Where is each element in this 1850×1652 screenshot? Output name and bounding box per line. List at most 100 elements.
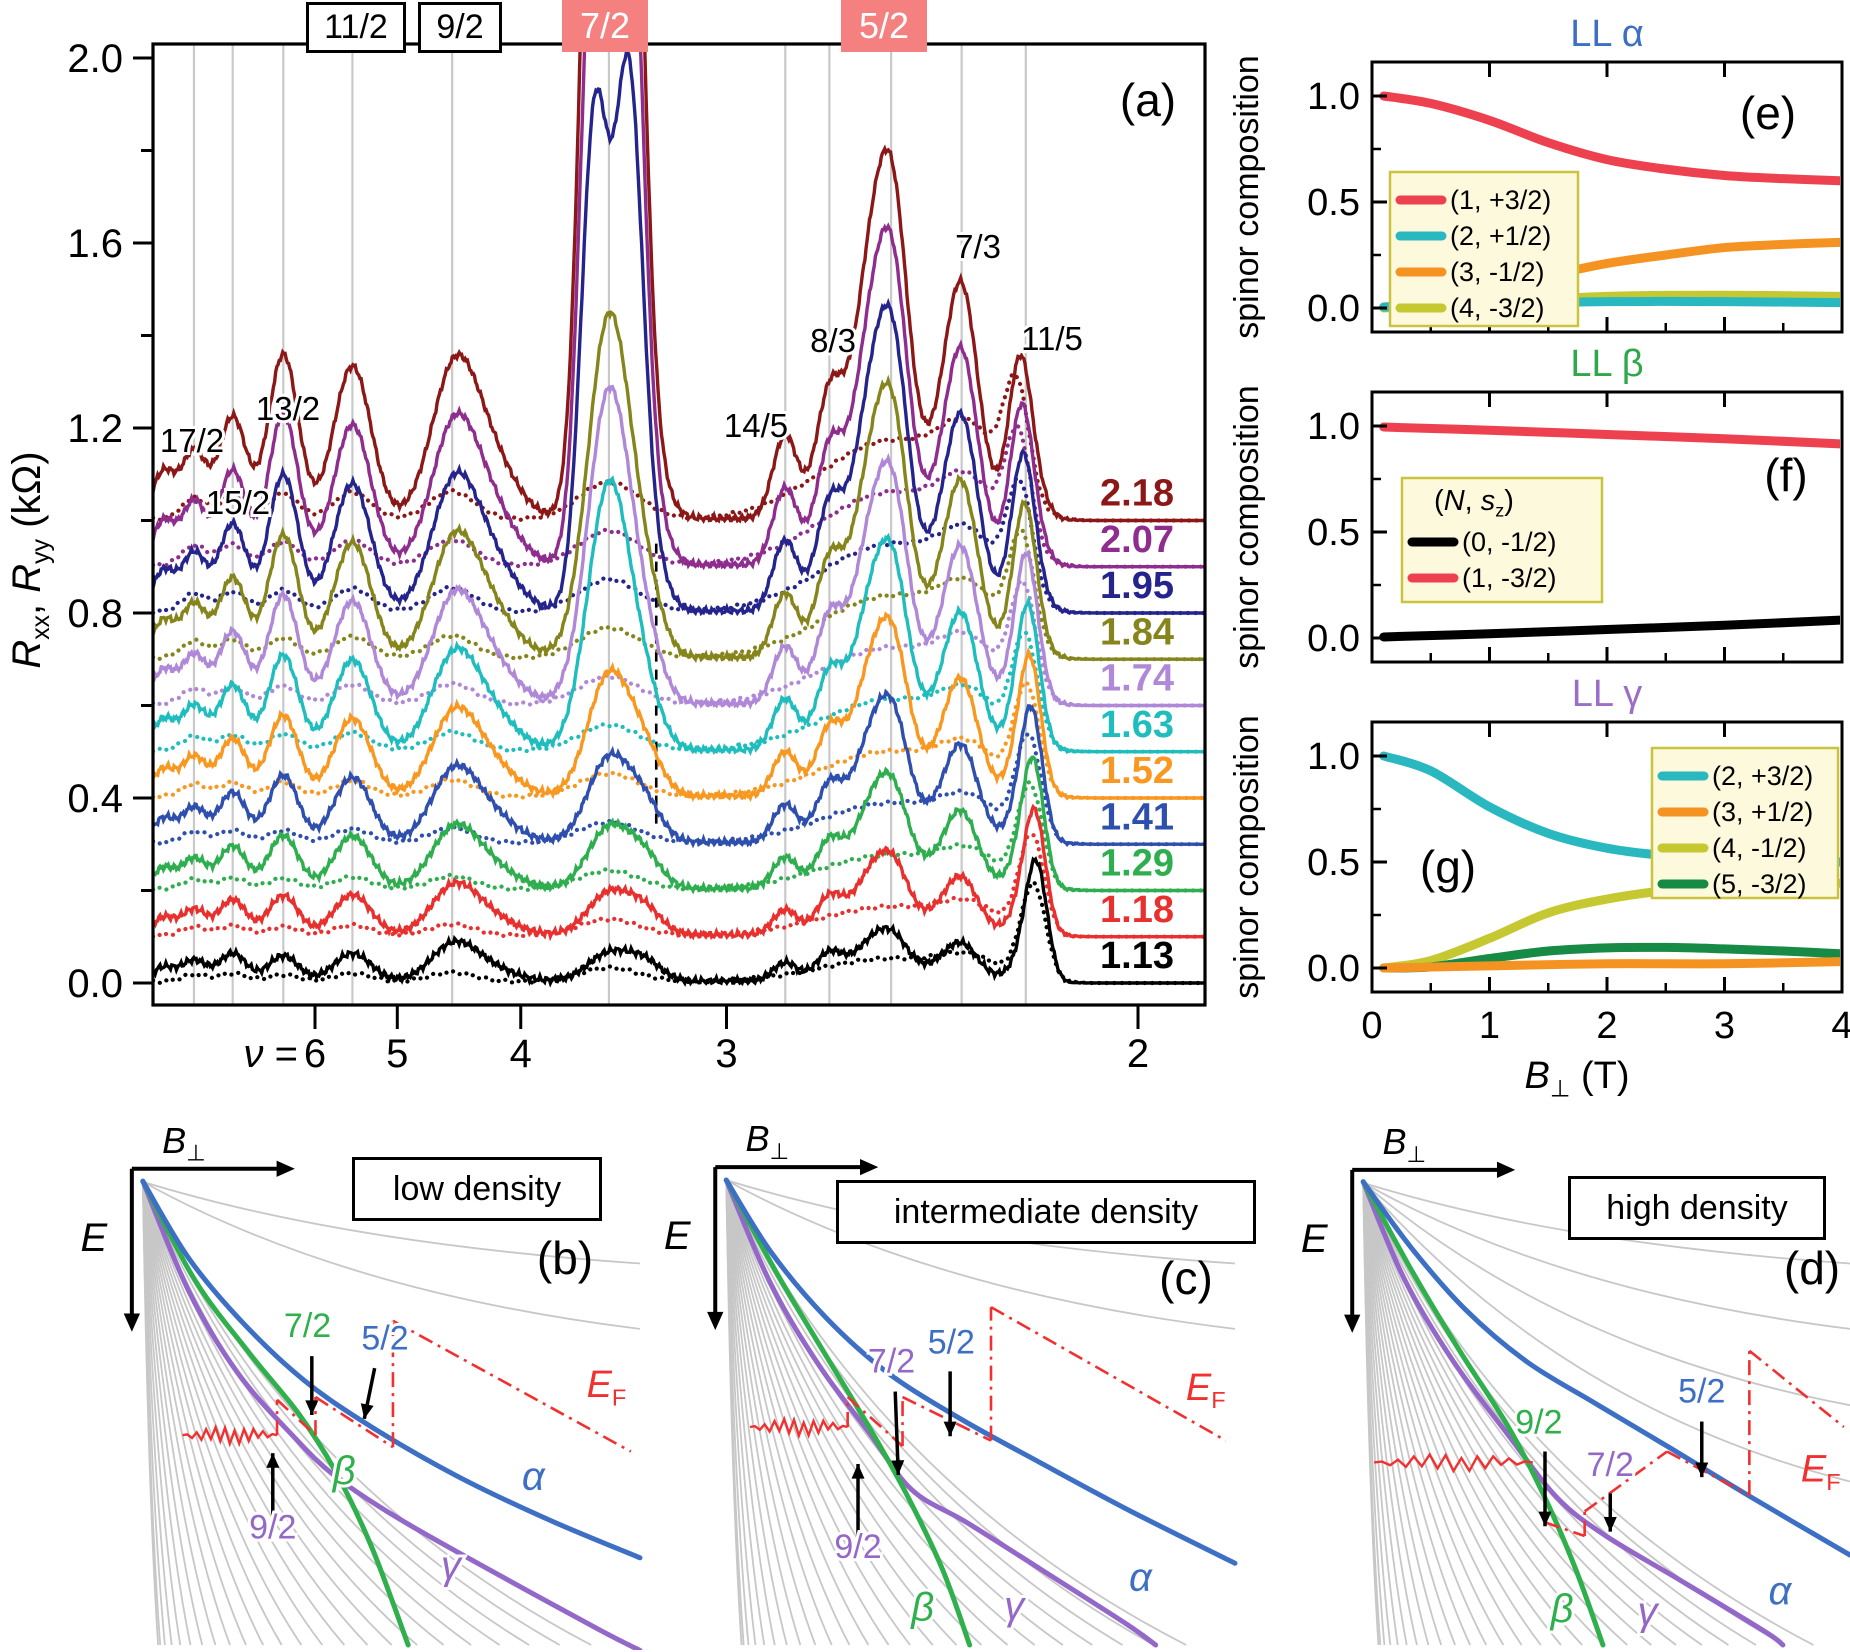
svg-text:LL γ: LL γ <box>1572 673 1642 715</box>
ll-alpha-curve <box>1360 1179 1850 1558</box>
ef-jagged-trace <box>1374 1452 1533 1474</box>
svg-text:spinor composition: spinor composition <box>1228 385 1266 668</box>
svg-text:ν =: ν = <box>244 1032 298 1076</box>
svg-text:1.18: 1.18 <box>1100 889 1174 931</box>
ef-line <box>846 1396 904 1448</box>
svg-text:8/3: 8/3 <box>810 322 856 359</box>
svg-text:α: α <box>1768 1569 1792 1613</box>
svg-text:B⊥: B⊥ <box>162 1120 205 1166</box>
panel-e: LL α 0.0 0.5 1.0 spinor composition (1, +3/2)… <box>1228 13 1844 339</box>
svg-text:2: 2 <box>1596 1005 1617 1047</box>
rxx-trace-1.29 <box>154 755 1204 895</box>
svg-text:1.29: 1.29 <box>1100 843 1174 885</box>
panel-b: B⊥ E 7/2 5/2 9/2 β γ α EF <box>81 1120 643 1650</box>
svg-text:7/2: 7/2 <box>1587 1446 1634 1484</box>
svg-text:4: 4 <box>1831 1005 1850 1047</box>
svg-text:0.0: 0.0 <box>1307 948 1360 990</box>
ll-beta-curve <box>723 1177 973 1648</box>
svg-text:0.0: 0.0 <box>1307 618 1360 660</box>
series-(1, +3/2) <box>1379 91 1840 186</box>
ll-alpha-curve <box>140 1178 643 1561</box>
svg-text:1.74: 1.74 <box>1100 658 1174 700</box>
panel-letter-f: (f) <box>1764 449 1808 501</box>
rxx-trace-1.95 <box>154 50 1204 617</box>
panel-letter-a: (a) <box>1119 74 1177 126</box>
ll-gamma-curve <box>1360 1179 1786 1648</box>
rxx-trace-1.84 <box>154 310 1204 663</box>
panel-letter-b: (b) <box>536 1232 594 1284</box>
svg-text:5/2: 5/2 <box>928 1323 975 1361</box>
ryy-trace-1.13 <box>154 879 1204 986</box>
ll-beta-curve <box>1360 1179 1606 1648</box>
svg-text:β: β <box>910 1585 934 1629</box>
svg-text:1.0: 1.0 <box>1307 406 1360 448</box>
svg-text:9/2: 9/2 <box>834 1528 881 1566</box>
svg-text:(0, -1/2): (0, -1/2) <box>1462 527 1557 557</box>
svg-text:7/3: 7/3 <box>955 228 1001 265</box>
svg-text:spinor composition: spinor composition <box>1228 715 1266 998</box>
rxx-trace-1.63 <box>154 475 1204 757</box>
svg-text:0.8: 0.8 <box>67 592 123 636</box>
svg-text:7/2: 7/2 <box>284 1307 331 1345</box>
svg-text:0.5: 0.5 <box>1307 842 1360 884</box>
panel-letter-c: (c) <box>1159 1252 1213 1304</box>
panel-a-traces <box>154 44 1204 988</box>
rxx-trace-1.13 <box>154 856 1204 988</box>
rxx-trace-1.52 <box>154 611 1204 803</box>
filling-factor-box-9-2: 9/2 <box>418 2 502 53</box>
ryy-trace-1.74 <box>154 577 1204 708</box>
panel-c: B⊥ E 7/2 5/2 9/2 β γ α EF <box>664 1118 1238 1648</box>
ef-line <box>314 1395 394 1449</box>
low-density-title: low density <box>352 1157 602 1221</box>
svg-text:(4, -1/2): (4, -1/2) <box>1712 833 1807 863</box>
series-(0, -1/2) <box>1379 615 1840 642</box>
panel-g: LL γ 0.0 0.5 1.0 spinor composition (2, +3/2)… <box>1228 673 1850 1101</box>
svg-text:(N, sz): (N, sz) <box>1434 485 1514 520</box>
svg-text:1.0: 1.0 <box>1307 736 1360 778</box>
svg-text:1.84: 1.84 <box>1100 611 1174 653</box>
svg-text:11/5: 11/5 <box>1021 320 1083 357</box>
panel-f: LL β 0.0 0.5 1.0 spinor composition (N, sz) (0… <box>1228 343 1844 669</box>
svg-text:0.0: 0.0 <box>67 962 123 1006</box>
filling-factor-box-7-2: 7/2 <box>562 0 648 52</box>
svg-text:1.6: 1.6 <box>67 222 123 266</box>
svg-text:γ: γ <box>1004 1584 1026 1628</box>
rxx-trace-1.74 <box>154 384 1204 710</box>
svg-text:LL α: LL α <box>1570 13 1643 55</box>
svg-text:2.07: 2.07 <box>1100 519 1174 561</box>
panel-letter-d: (d) <box>1783 1242 1841 1294</box>
svg-text:B⊥: B⊥ <box>746 1118 789 1164</box>
svg-text:(1, -3/2): (1, -3/2) <box>1462 563 1557 593</box>
svg-text:α: α <box>1129 1556 1153 1600</box>
svg-text:2: 2 <box>1127 1032 1149 1076</box>
panel-letter-e: (e) <box>1739 87 1797 139</box>
ryy-trace-1.95 <box>154 475 1204 616</box>
svg-text:0: 0 <box>1361 1005 1382 1047</box>
svg-text:9/2: 9/2 <box>1515 1404 1562 1442</box>
svg-text:EF: EF <box>1186 1367 1226 1413</box>
svg-text:15/2: 15/2 <box>206 484 270 521</box>
svg-text:13/2: 13/2 <box>256 390 320 427</box>
svg-text:3: 3 <box>1714 1005 1735 1047</box>
svg-text:1.0: 1.0 <box>1307 76 1360 118</box>
svg-text:(4, -3/2): (4, -3/2) <box>1450 293 1545 323</box>
svg-text:(3, +1/2): (3, +1/2) <box>1712 797 1813 827</box>
svg-text:Rxx, Ryy (kΩ): Rxx, Ryy (kΩ) <box>5 451 55 668</box>
ef-line <box>1748 1349 1845 1429</box>
svg-text:0.0: 0.0 <box>1307 288 1360 330</box>
panel-letter-g: (g) <box>1419 841 1477 893</box>
svg-text:EF: EF <box>1801 1449 1841 1495</box>
ll-alpha-curve <box>723 1177 1238 1566</box>
filling-factor-box-5-2: 5/2 <box>841 0 927 52</box>
rxx-trace-1.18 <box>154 803 1204 942</box>
ef-line <box>1544 1521 1586 1538</box>
ryy-trace-1.29 <box>154 779 1204 893</box>
rxx-trace-2.07 <box>154 44 1204 571</box>
ryy-trace-1.52 <box>154 679 1204 801</box>
svg-text:14/5: 14/5 <box>724 407 788 444</box>
svg-text:(2, +1/2): (2, +1/2) <box>1450 221 1551 251</box>
svg-text:4: 4 <box>510 1032 532 1076</box>
svg-text:β: β <box>332 1449 356 1493</box>
svg-text:1.52: 1.52 <box>1100 750 1174 792</box>
